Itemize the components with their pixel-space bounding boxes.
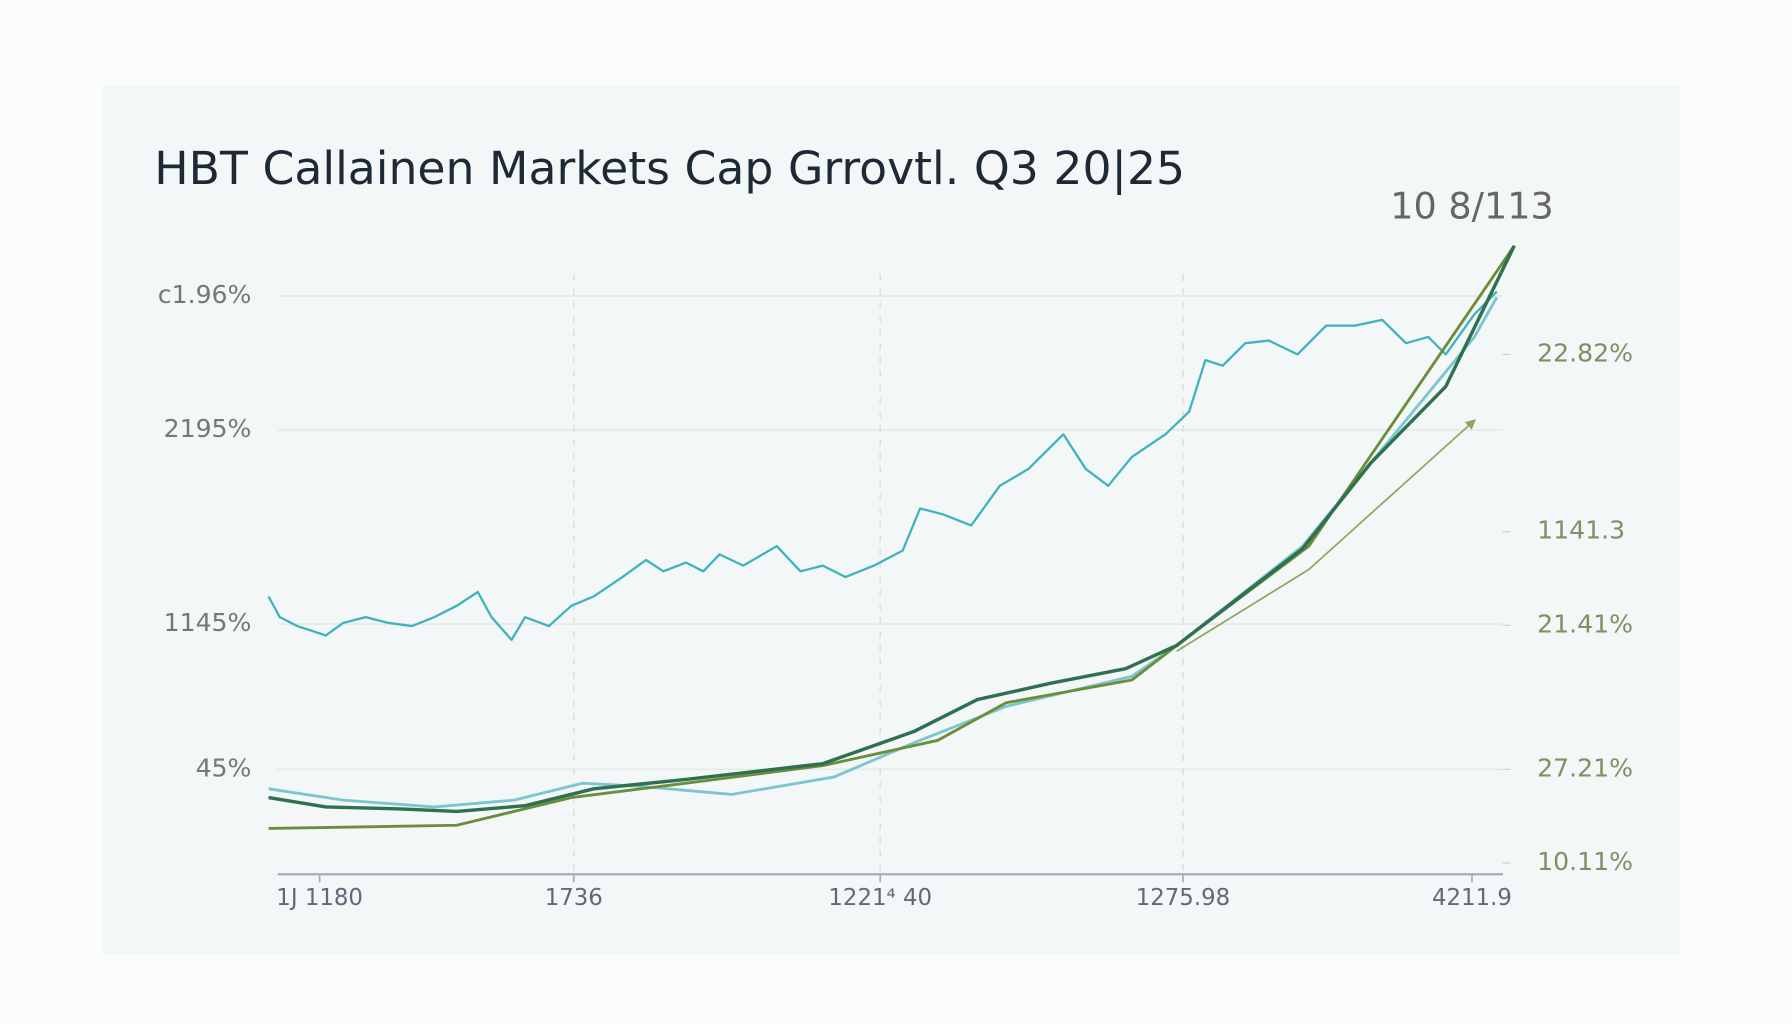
line-series (1176, 419, 1476, 652)
line-series (268, 244, 1516, 814)
x-tick-label: 1736 (545, 885, 603, 911)
y-tick-label: 45% (196, 753, 252, 782)
x-tick-label: 1J 1180 (276, 885, 363, 911)
x-tick-label: 1221⁴ 40 (828, 885, 932, 911)
annotation: 10 8/113 (1390, 185, 1554, 228)
chart-title: HBT Callainen Markets Cap Grrovtl. Q3 20… (154, 142, 1185, 196)
y2-tick-label: 1141.3 (1537, 516, 1625, 545)
y-tick-label: 2195% (164, 414, 252, 443)
y2-tick-label: 22.82% (1537, 338, 1633, 367)
y2-tick-label: 21.41% (1537, 609, 1633, 638)
y-tick-label: 1145% (164, 608, 252, 637)
y2-tick-label: 10.11% (1537, 847, 1633, 876)
line-series (267, 290, 1498, 642)
x-tick-label: 4211.9 (1432, 885, 1512, 911)
y2-tick-label: 27.21% (1537, 753, 1633, 782)
y-tick-label: c1.96% (158, 280, 252, 309)
x-tick-label: 1275.98 (1136, 885, 1230, 911)
